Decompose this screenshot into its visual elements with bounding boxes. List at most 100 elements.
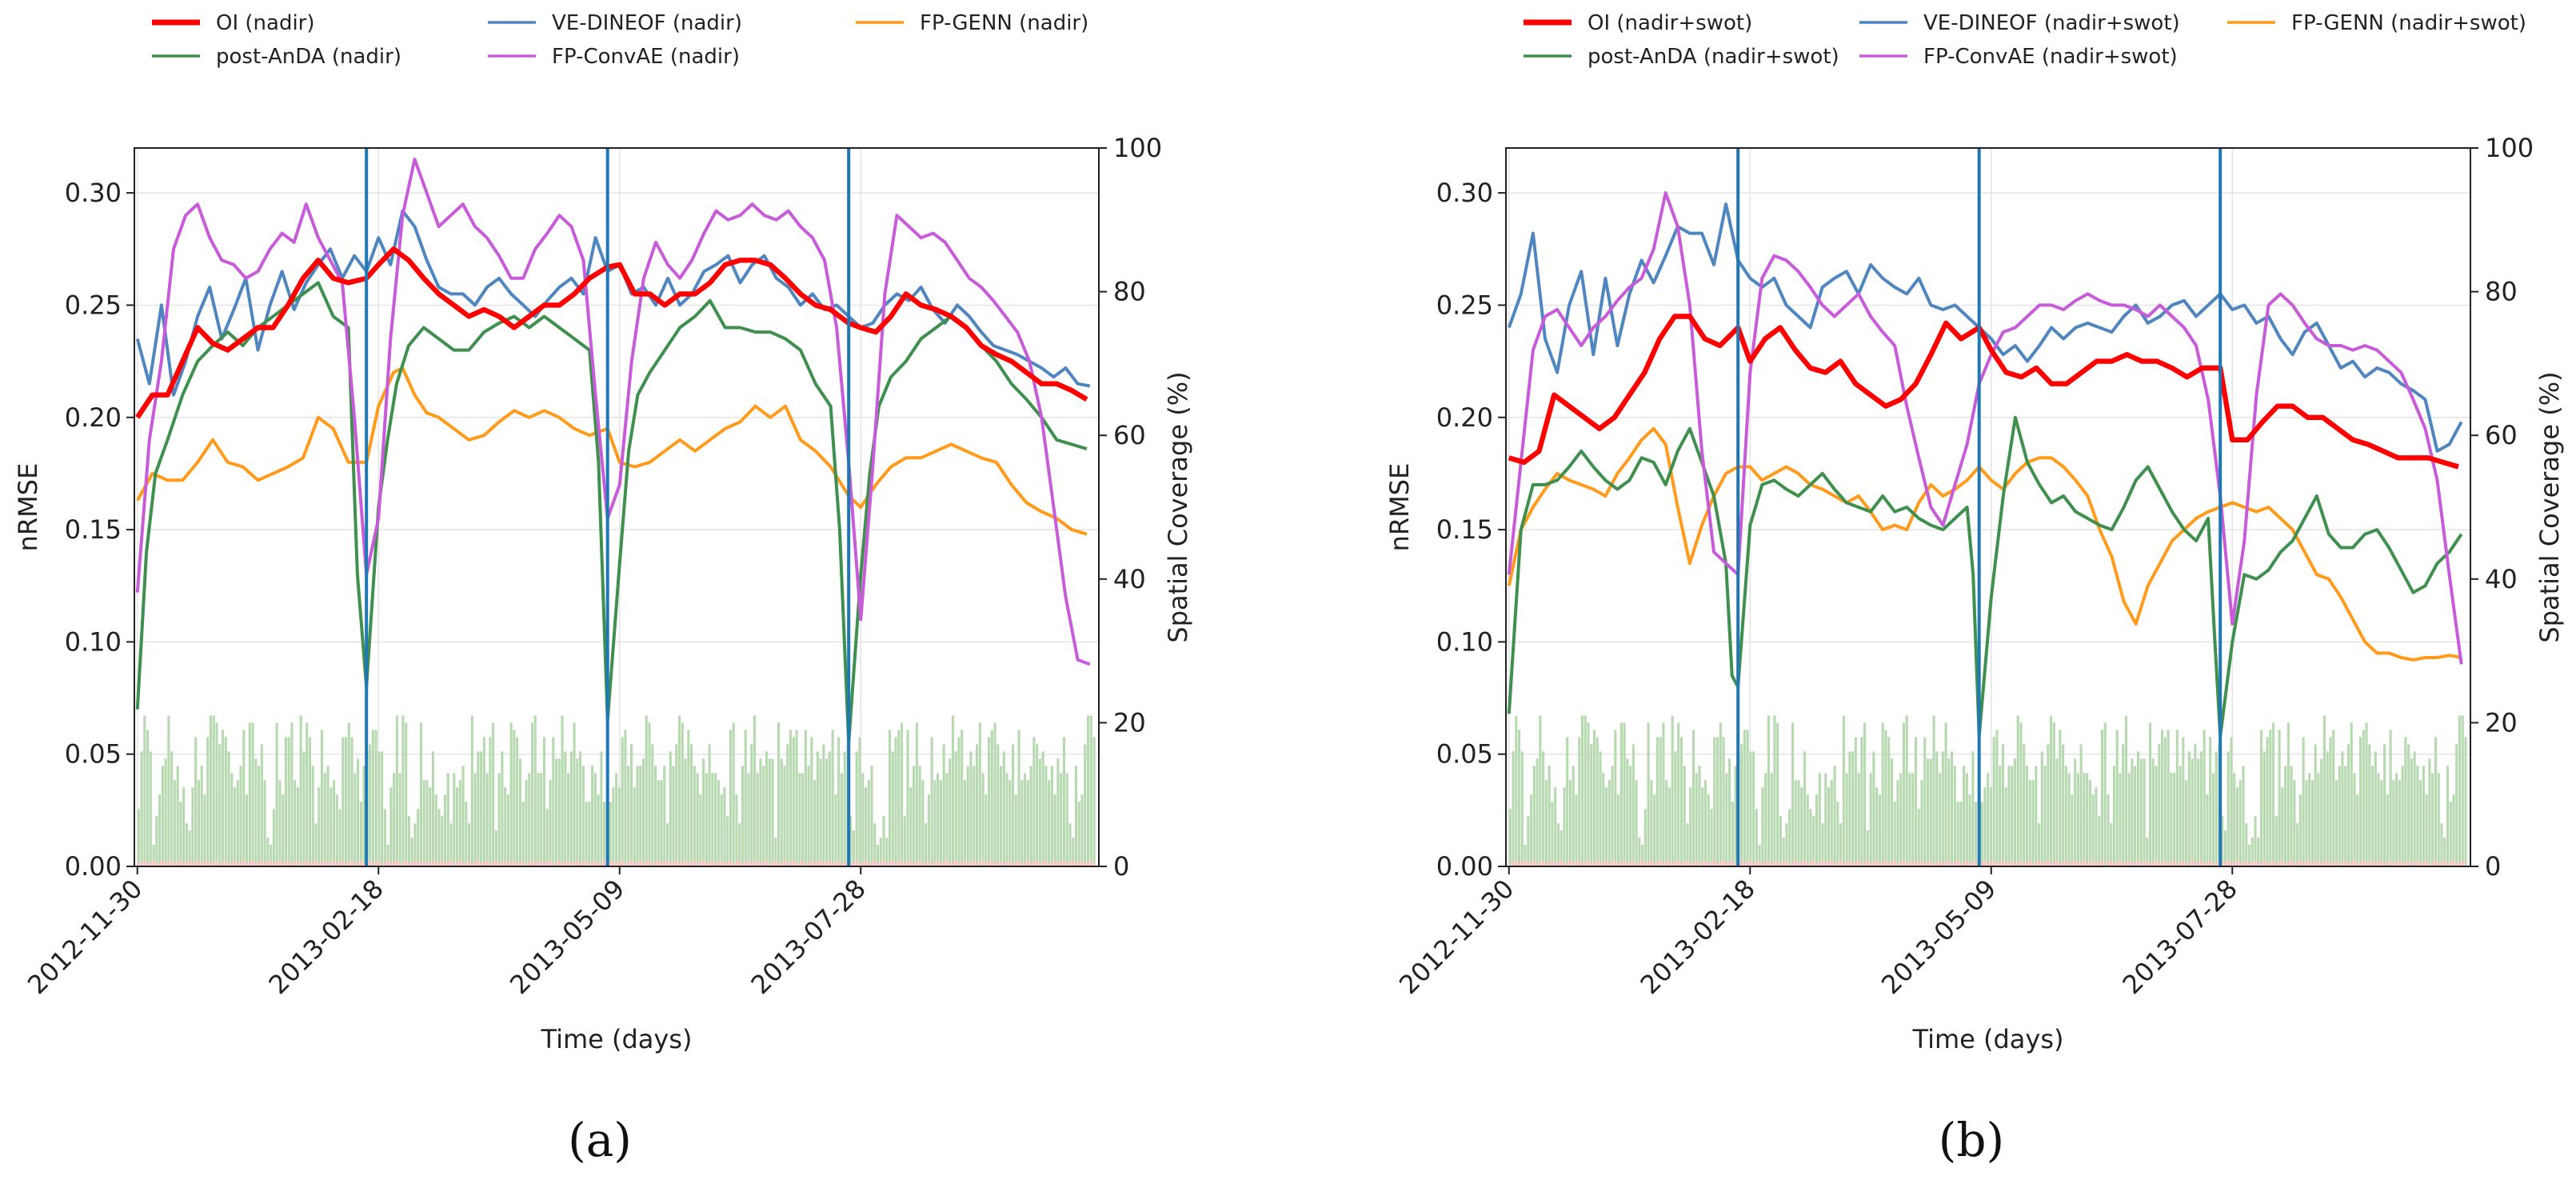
coverage-bar-base — [1677, 860, 1680, 866]
coverage-bar-base — [1800, 862, 1803, 866]
coverage-bar-base — [1842, 863, 1845, 866]
y-tick-label: 0.05 — [65, 739, 122, 770]
coverage-bar-base — [1002, 863, 1005, 866]
coverage-bar-base — [2155, 860, 2158, 866]
coverage-bar-base — [972, 860, 976, 866]
coverage-bar-base — [807, 862, 810, 866]
coverage-bar — [1746, 730, 1749, 866]
coverage-bar-base — [275, 862, 278, 866]
coverage-bar — [1017, 730, 1020, 866]
coverage-bar — [1896, 780, 1899, 866]
coverage-bar — [1770, 773, 1773, 866]
coverage-bar — [1691, 730, 1695, 866]
coverage-bar-base — [1869, 863, 1872, 866]
coverage-bar-base — [446, 862, 449, 866]
coverage-bar — [945, 773, 949, 866]
coverage-bar-base — [961, 862, 964, 866]
coverage-bar-base — [2227, 860, 2230, 866]
coverage-bar-base — [1000, 860, 1003, 866]
coverage-bar-base — [1999, 862, 2002, 866]
coverage-bar — [951, 715, 954, 866]
coverage-bar — [2131, 758, 2134, 866]
coverage-bar-base — [434, 863, 437, 866]
coverage-bar-base — [756, 860, 759, 866]
coverage-bar — [1869, 773, 1872, 866]
coverage-bar — [1002, 751, 1005, 866]
coverage-bar — [1779, 816, 1782, 866]
coverage-bar — [585, 802, 588, 866]
coverage-bar — [597, 794, 600, 866]
coverage-bar — [2419, 780, 2422, 866]
coverage-bar-base — [1619, 862, 1623, 866]
coverage-bar — [2211, 773, 2215, 866]
coverage-bar-base — [915, 862, 918, 866]
coverage-bar — [2455, 744, 2458, 866]
coverage-bar-base — [1036, 860, 1039, 866]
coverage-bar-base — [1089, 860, 1092, 866]
coverage-bar-base — [437, 862, 441, 866]
coverage-bar-base — [2221, 863, 2224, 866]
coverage-bar-base — [1532, 860, 1536, 866]
coverage-bar — [1563, 787, 1566, 866]
coverage-bar-base — [987, 862, 991, 866]
coverage-bar-base — [506, 863, 509, 866]
coverage-bar-base — [1080, 860, 1084, 866]
coverage-bar — [930, 737, 933, 866]
coverage-bar-base — [218, 863, 222, 866]
coverage-bar — [1611, 766, 1614, 866]
coverage-bar-base — [1008, 860, 1012, 866]
coverage-bar-base — [270, 860, 273, 866]
coverage-bar — [1959, 802, 1963, 866]
coverage-bar — [2377, 773, 2380, 866]
coverage-bar — [419, 722, 423, 866]
coverage-bar — [545, 809, 549, 866]
coverage-bar — [2341, 751, 2344, 866]
coverage-bar — [981, 773, 984, 866]
coverage-bar — [2025, 766, 2029, 866]
legend-label: FP-ConvAE (nadir+swot) — [1923, 45, 2178, 69]
coverage-bar — [311, 766, 314, 866]
coverage-bar-base — [341, 860, 345, 866]
coverage-bar-base — [2086, 863, 2089, 866]
coverage-bar — [2242, 766, 2245, 866]
coverage-bar-base — [2136, 860, 2140, 866]
coverage-bar-base — [290, 863, 294, 866]
coverage-bar — [690, 744, 693, 866]
coverage-bar — [1785, 823, 1788, 866]
coverage-bar — [2245, 823, 2248, 866]
coverage-bar-base — [299, 863, 302, 866]
coverage-bar-base — [557, 860, 561, 866]
coverage-bar-base — [347, 862, 350, 866]
coverage-bar — [593, 773, 597, 866]
coverage-bar-base — [215, 860, 218, 866]
coverage-bar-base — [2031, 863, 2035, 866]
coverage-bar-base — [429, 862, 432, 866]
coverage-bar-base — [957, 863, 961, 866]
coverage-bar — [1677, 722, 1680, 866]
coverage-bar-base — [885, 863, 889, 866]
coverage-bar — [2115, 730, 2119, 866]
coverage-bar-base — [152, 860, 155, 866]
coverage-bar-base — [2260, 862, 2263, 866]
coverage-bar — [2266, 737, 2269, 866]
coverage-bar — [2334, 780, 2338, 866]
coverage-bar — [771, 758, 774, 866]
coverage-bar-base — [2284, 863, 2287, 866]
coverage-bar — [1590, 744, 1593, 866]
coverage-bar — [2074, 758, 2077, 866]
coverage-bar-base — [1077, 862, 1080, 866]
coverage-bar-base — [1929, 860, 1932, 866]
coverage-bar-base — [2064, 860, 2067, 866]
coverage-bar — [861, 773, 865, 866]
coverage-bar — [299, 715, 302, 866]
coverage-bar — [2278, 730, 2281, 866]
coverage-bar-base — [918, 860, 921, 866]
coverage-bar-base — [2377, 862, 2380, 866]
coverage-bar — [636, 766, 639, 866]
coverage-bar-base — [2134, 862, 2137, 866]
coverage-bar — [2398, 780, 2401, 866]
coverage-bar-base — [381, 863, 384, 866]
coverage-bar — [918, 766, 921, 866]
coverage-bar-base — [540, 860, 543, 866]
coverage-bar-base — [1563, 863, 1566, 866]
